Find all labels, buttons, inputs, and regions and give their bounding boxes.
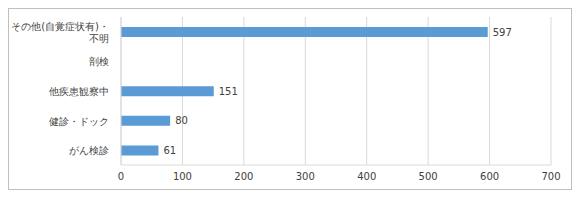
svg-text:がん検診: がん検診 (69, 145, 109, 156)
svg-text:700: 700 (541, 171, 560, 182)
svg-text:500: 500 (419, 171, 438, 182)
svg-text:61: 61 (163, 145, 176, 156)
svg-text:健診・ドック: 健診・ドック (49, 116, 109, 127)
svg-text:300: 300 (296, 171, 315, 182)
svg-text:剖検: 剖検 (89, 56, 109, 67)
svg-text:80: 80 (175, 115, 188, 126)
svg-text:200: 200 (234, 171, 253, 182)
svg-text:その他(自覚症状有)・不明: その他(自覚症状有)・不明 (11, 21, 109, 44)
svg-text:100: 100 (173, 171, 192, 182)
svg-text:600: 600 (480, 171, 499, 182)
svg-text:151: 151 (219, 86, 238, 97)
svg-text:597: 597 (493, 27, 512, 38)
svg-text:400: 400 (357, 171, 376, 182)
svg-text:他疾患観察中: 他疾患観察中 (49, 86, 109, 97)
svg-text:0: 0 (118, 171, 124, 182)
